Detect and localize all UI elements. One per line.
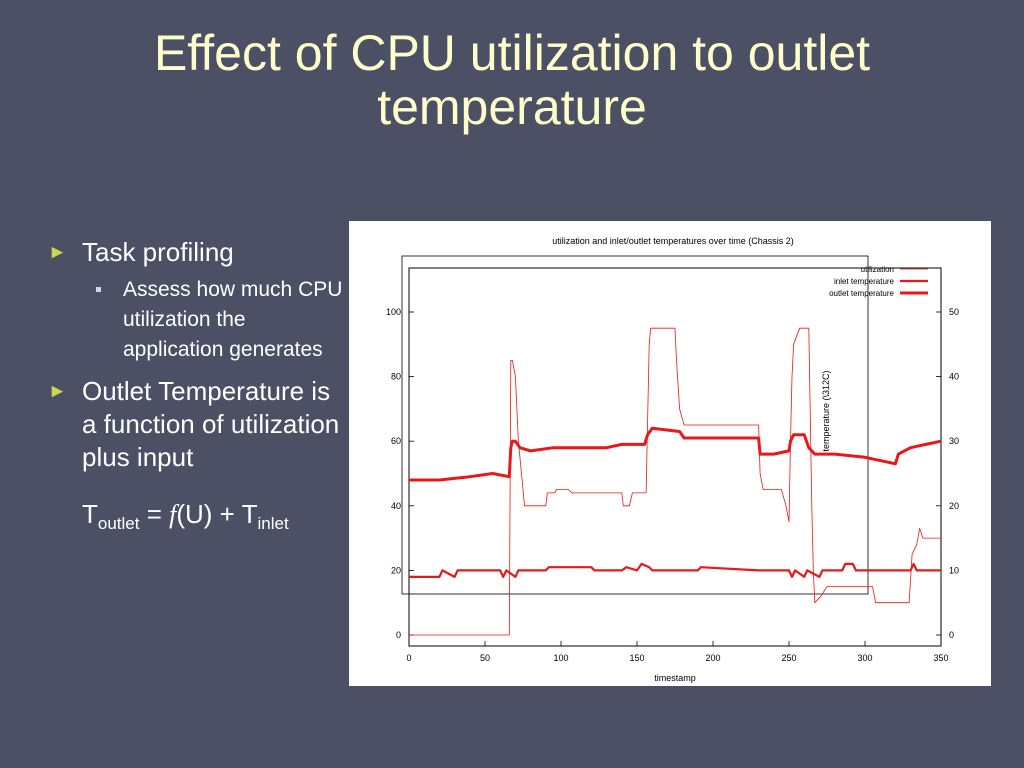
y-left-tick-label: 80 (391, 372, 401, 382)
y-right-tick-label: 50 (949, 307, 959, 317)
triangle-bullet-icon: ► (48, 381, 67, 402)
bullet-text: Outlet Temperature is a function of util… (82, 376, 340, 472)
bullet-list: ► Task profiling Assess how much CPU uti… (48, 236, 348, 540)
line-chart: utilization and inlet/outlet temperature… (386, 236, 959, 683)
triangle-bullet-icon: ► (48, 242, 67, 263)
y-left-tick-label: 60 (391, 436, 401, 446)
x-tick-label: 250 (781, 653, 796, 663)
y-right-tick-label: 10 (949, 565, 959, 575)
x-tick-label: 150 (629, 653, 644, 663)
sub-bullet-assess: Assess how much CPU utilization the appl… (92, 275, 348, 365)
y-left-tick-label: 40 (391, 501, 401, 511)
formula: Toutlet = f(U) + Tinlet (48, 498, 348, 540)
bullet-outlet-temperature: ► Outlet Temperature is a function of ut… (48, 375, 348, 474)
series-outlet-temperature (409, 426, 942, 482)
legend-label: outlet temperature (829, 289, 894, 298)
x-tick-label: 200 (705, 653, 720, 663)
formula-args: (U) + T (176, 499, 258, 529)
slide-title: Effect of CPU utilization to outlet temp… (153, 25, 871, 135)
y-left-tick-label: 0 (396, 630, 401, 640)
y-right-tick-label: 40 (949, 372, 959, 382)
series-inlet-temperature (409, 562, 941, 578)
chart-panel: utilization and inlet/outlet temperature… (349, 221, 991, 686)
formula-equals: = (139, 499, 170, 529)
y-axis-label-right: temperature (\312C) (821, 370, 831, 451)
x-tick-label: 0 (406, 653, 411, 663)
series-utilization (409, 327, 941, 636)
legend-label: utilization (861, 265, 894, 274)
sub-bullet-text: Assess how much CPU utilization the appl… (123, 278, 343, 361)
inner-frame (401, 255, 869, 595)
square-bullet-icon (96, 287, 101, 292)
formula-sub-outlet: outlet (97, 514, 140, 534)
y-right-tick-label: 0 (949, 630, 954, 640)
x-tick-label: 300 (857, 653, 872, 663)
plot-frame (408, 267, 942, 647)
ticks: 0 50 100 150 200 250 300 350 0 20 40 60 80 100 0 10 20 30… (386, 307, 959, 663)
legend: utilization inlet temperature outlet tempe… (829, 265, 928, 298)
x-axis-label: timestamp (654, 673, 696, 683)
bullet-task-profiling: ► Task profiling (48, 236, 348, 269)
y-right-tick-label: 20 (949, 501, 959, 511)
legend-label: inlet temperature (834, 277, 895, 286)
series-lines (409, 327, 942, 636)
formula-sub-inlet: inlet (257, 514, 289, 534)
formula-function: f (169, 500, 177, 529)
formula-t: T (82, 499, 98, 529)
y-left-tick-label: 100 (386, 307, 401, 317)
y-left-tick-label: 20 (391, 565, 401, 575)
x-tick-label: 100 (553, 653, 568, 663)
bullet-text: Task profiling (82, 237, 234, 267)
x-tick-label: 350 (933, 653, 948, 663)
chart-title: utilization and inlet/outlet temperature… (552, 236, 794, 246)
y-right-tick-label: 30 (949, 436, 959, 446)
x-tick-label: 50 (480, 653, 490, 663)
